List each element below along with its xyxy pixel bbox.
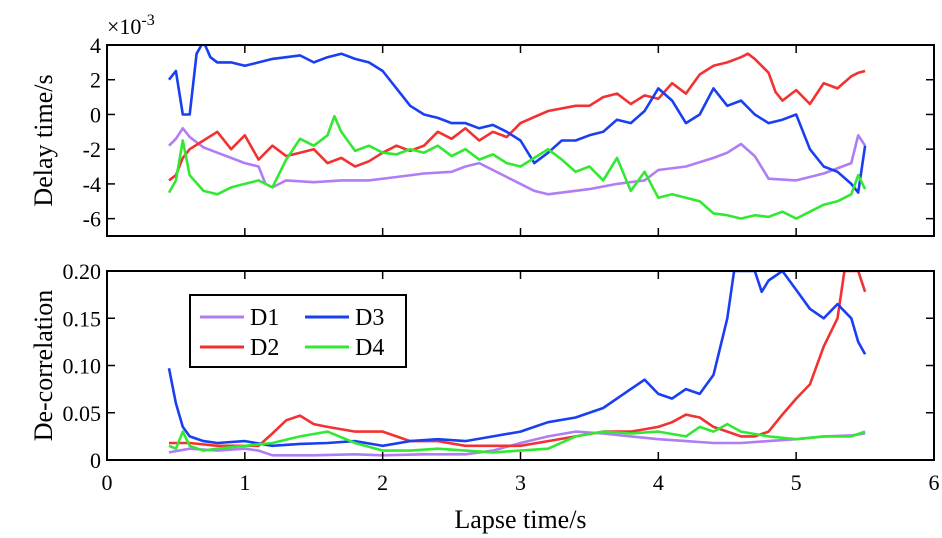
legend: D1 D3 D2 D4 xyxy=(189,294,407,368)
legend-label-d2: D2 xyxy=(250,335,279,361)
top-series-line-d1 xyxy=(168,127,867,196)
top-y-tick-label: -4 xyxy=(83,172,101,197)
exponent-power: -3 xyxy=(141,12,154,29)
bottom-series-line-d4 xyxy=(168,422,866,454)
bottom-x-tick-label: 3 xyxy=(515,470,526,495)
exponent-label: ×10-3 xyxy=(107,12,155,39)
legend-box xyxy=(189,294,407,368)
top-series-line-d2 xyxy=(168,52,866,182)
top-y-tick-label: -2 xyxy=(83,137,101,162)
bottom-x-tick-label: 4 xyxy=(653,470,664,495)
bottom-y-tick-label: 0.20 xyxy=(63,259,102,284)
top-y-tick-label: 0 xyxy=(90,102,101,127)
bottom-x-axis-label: Lapse time/s xyxy=(454,505,586,534)
top-series-line-d3 xyxy=(167,45,867,194)
decorrelation-plot: 0 0.05 0.10 0.15 0.20 0 1 2 3 4 5 6 De-correlation La… xyxy=(29,259,940,534)
legend-label-d4: D4 xyxy=(355,335,384,361)
top-series-line-d4 xyxy=(167,114,867,220)
bottom-x-tick-label: 0 xyxy=(102,470,113,495)
delay-time-plot: -6 -4 -2 0 2 4 Delay time/s ×10-3 xyxy=(29,12,935,237)
bottom-x-tick-label: 2 xyxy=(377,470,388,495)
top-y-tick-label: -6 xyxy=(83,207,101,232)
top-series-group xyxy=(167,45,867,220)
bottom-series-line-d3 xyxy=(167,271,867,448)
bottom-x-tick-label: 1 xyxy=(239,470,250,495)
top-y-axis-label: Delay time/s xyxy=(29,74,58,206)
top-y-tick-label: 4 xyxy=(90,33,101,58)
legend-label-d1: D1 xyxy=(250,305,279,331)
bottom-series-line-d1 xyxy=(168,430,866,457)
legend-label-d3: D3 xyxy=(355,305,384,331)
bottom-y-tick-label: 0 xyxy=(90,448,101,473)
bottom-y-tick-label: 0.05 xyxy=(63,401,102,426)
bottom-x-tick-label: 6 xyxy=(929,470,940,495)
bottom-y-axis-label: De-correlation xyxy=(29,290,58,442)
top-y-tick-label: 2 xyxy=(90,68,101,93)
bottom-x-tick-label: 5 xyxy=(791,470,802,495)
bottom-y-tick-label: 0.15 xyxy=(63,306,102,331)
bottom-series-group xyxy=(167,271,867,457)
bottom-y-tick-label: 0.10 xyxy=(63,354,102,379)
